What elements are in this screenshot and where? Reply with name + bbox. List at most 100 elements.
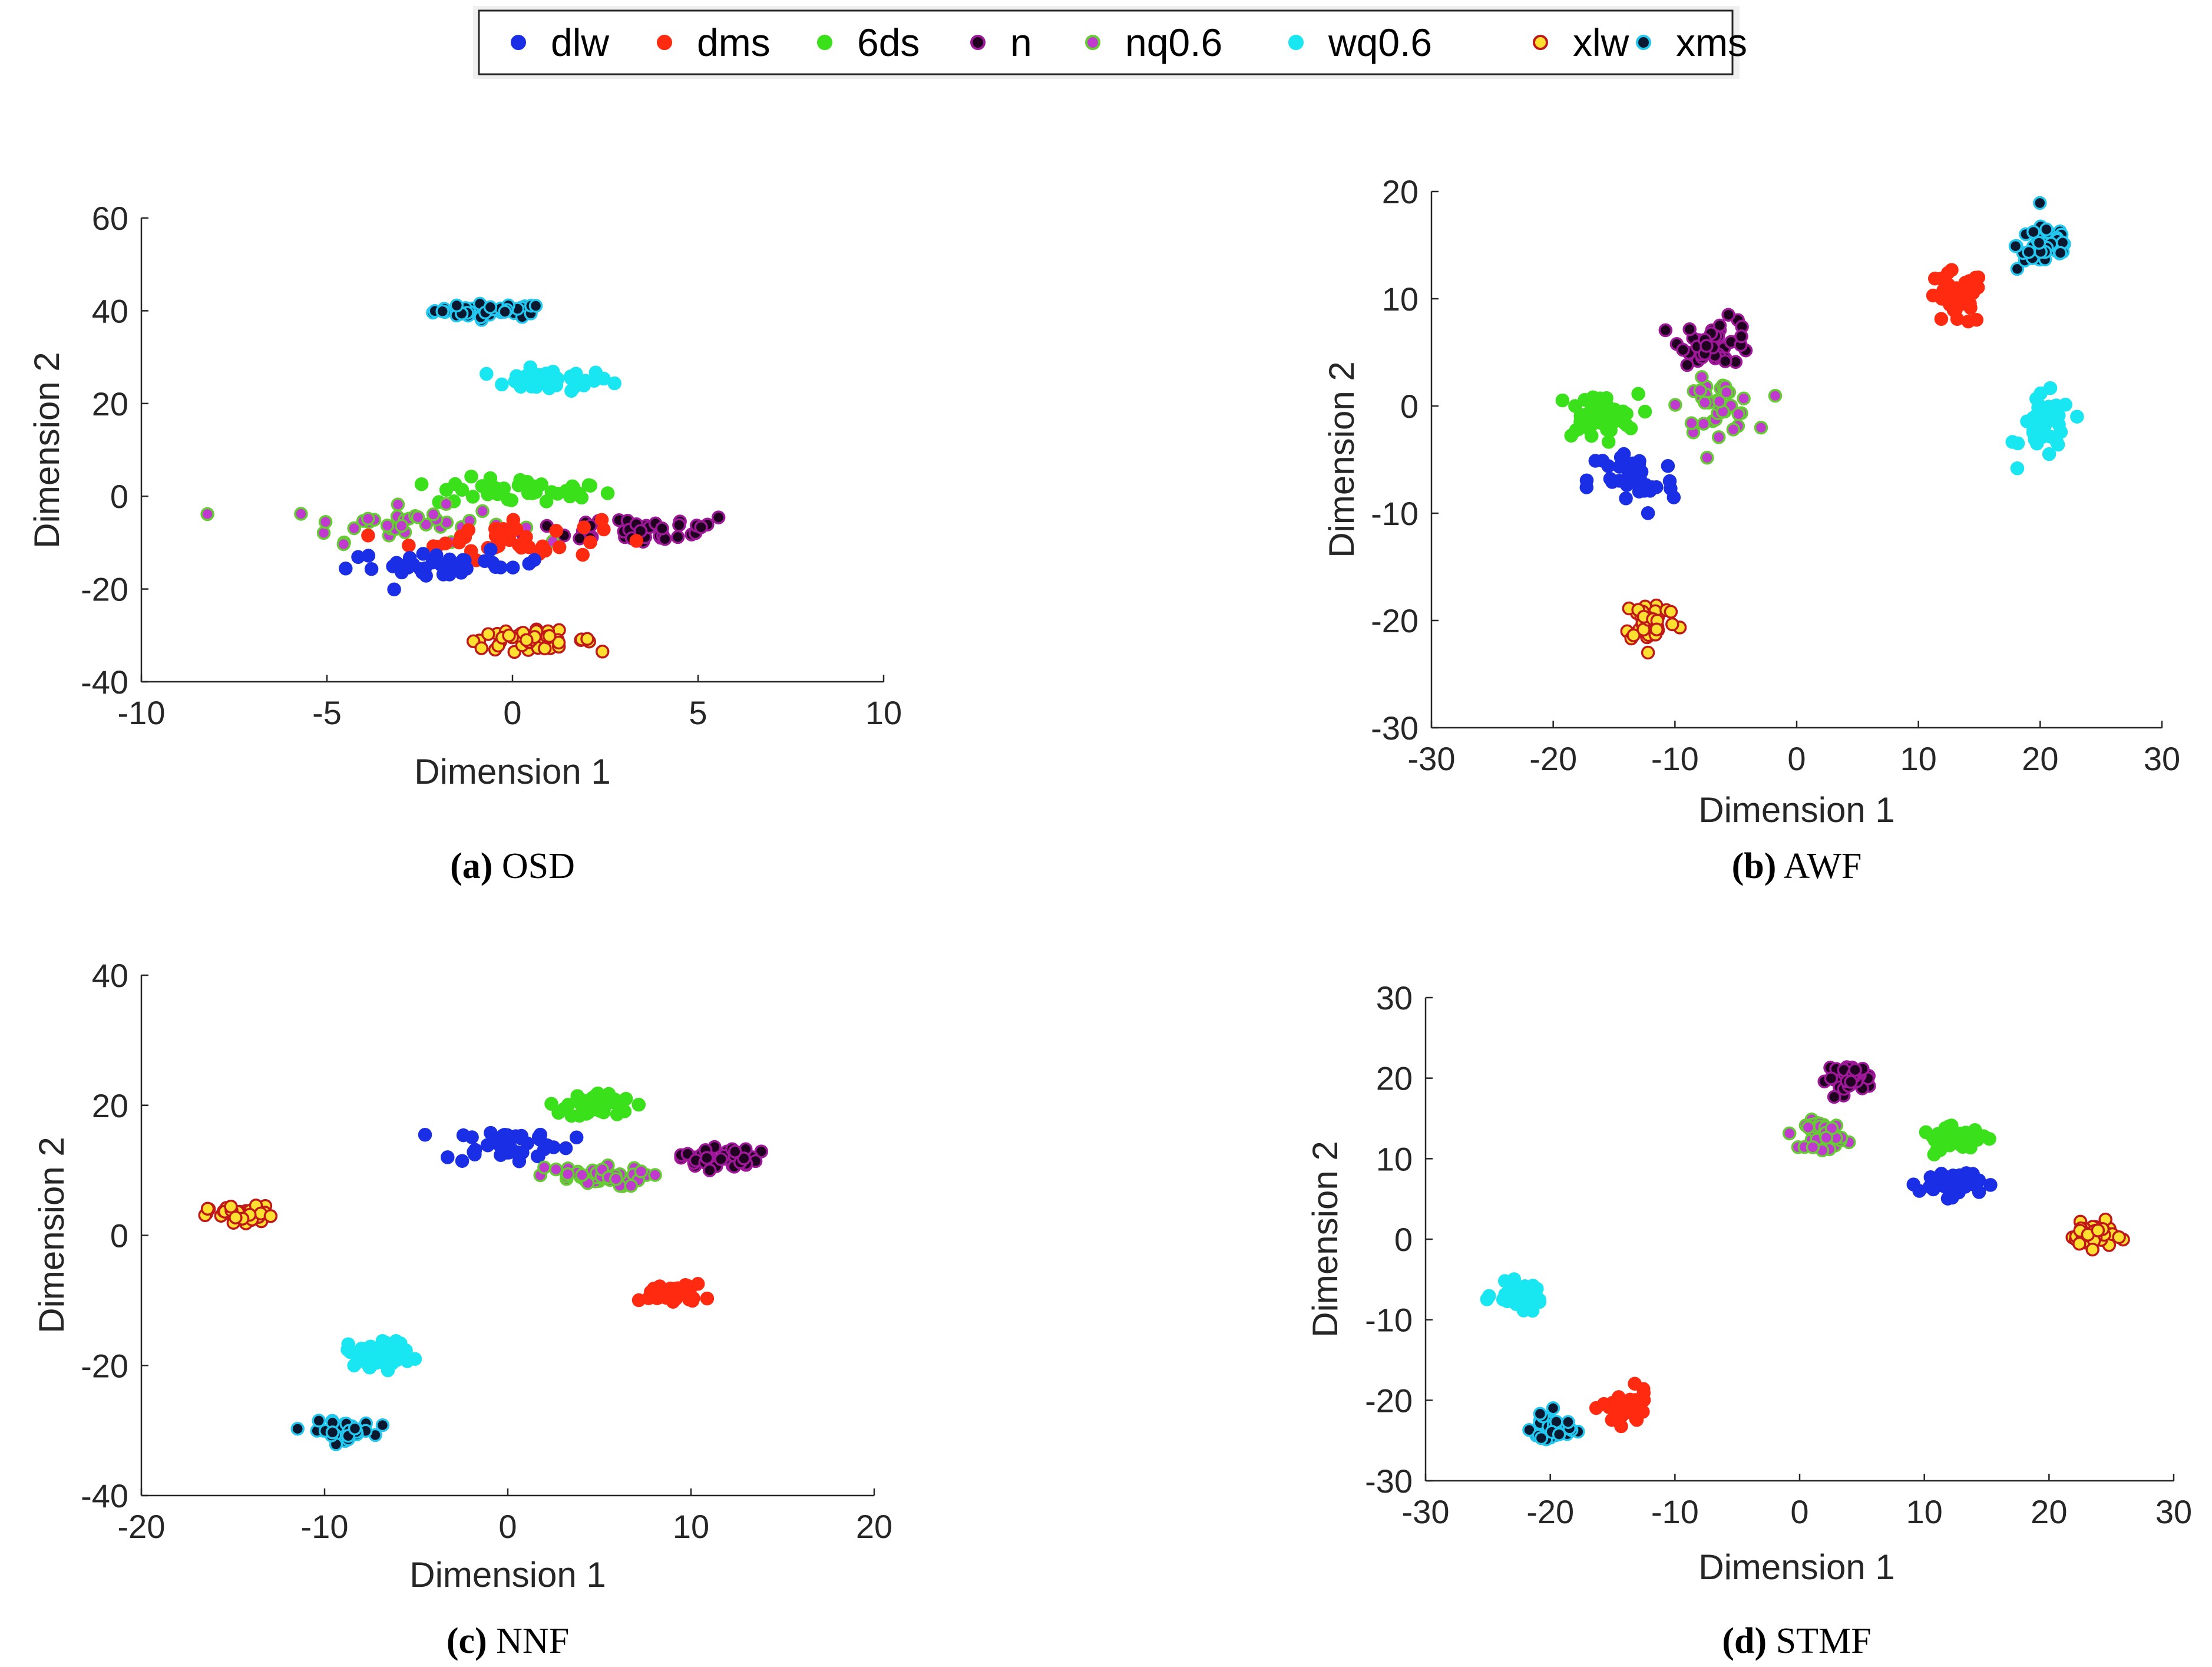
awf-x-ticks: -30 -20 -10 0 10 20 30: [1408, 721, 2180, 777]
osd-point-n: [711, 510, 726, 524]
nnf-point-n: [728, 1144, 742, 1159]
osd-point-wq0.6: [529, 379, 544, 394]
nnf-y-tick-label: 0: [110, 1217, 128, 1255]
stmf-point-6ds: [1930, 1143, 1944, 1157]
osd-point-wq0.6: [480, 367, 494, 381]
nnf-point-xms: [375, 1418, 390, 1432]
awf-x-tick-label: -30: [1408, 740, 1456, 777]
awf-y-tick-label: -30: [1371, 709, 1419, 747]
stmf-y-axis-label: Dimension 2: [1305, 1141, 1345, 1338]
osd-point-xlw: [481, 627, 495, 641]
osd-point-nq0.6: [316, 526, 331, 540]
nnf-point-6ds: [608, 1092, 623, 1107]
stmf-x-tick-label: 30: [2155, 1493, 2192, 1530]
nnf-point-dms: [647, 1282, 661, 1296]
osd-point-nq0.6: [411, 510, 425, 524]
awf-point-n: [1658, 323, 1673, 338]
nnf-point-6ds: [551, 1105, 566, 1120]
awf-y-tick-label: -10: [1371, 495, 1419, 532]
osd-point-dms: [576, 547, 590, 562]
nnf-point-n: [702, 1163, 717, 1177]
legend-label-xlw: xlw: [1573, 21, 1629, 64]
stmf-point-dlw: [1937, 1177, 1952, 1191]
osd-point-nq0.6: [347, 521, 361, 536]
stmf-y-ticks: -30 -20 -10 0 10 20 30: [1365, 979, 1433, 1500]
awf-point-wq0.6: [2052, 417, 2066, 432]
osd-point-dlw: [484, 543, 498, 557]
osd-point-xlw: [551, 635, 566, 650]
awf-point-dlw: [1662, 474, 1677, 488]
legend-frame: [478, 9, 1734, 75]
osd-point-dms: [361, 529, 375, 543]
stmf-point-xms: [1552, 1427, 1566, 1441]
legend: dlw dms 6ds n nq0.6 wq0.6 xlw xms: [473, 6, 1747, 79]
awf-point-nq0.6: [1726, 422, 1741, 437]
nnf-point-dlw: [537, 1142, 551, 1157]
stmf-point-dms: [1616, 1395, 1631, 1409]
nnf-point-wq0.6: [388, 1339, 402, 1354]
stmf-point-dlw: [1983, 1178, 1998, 1192]
awf-y-tick-label: 0: [1400, 388, 1419, 425]
nnf-x-ticks: -20 -10 0 10 20: [118, 1488, 892, 1545]
nnf-point-wq0.6: [340, 1342, 355, 1357]
osd-x-ticks: -10 -5 0 5 10: [118, 675, 902, 731]
legend-marker-dlw: [511, 35, 526, 50]
legend-marker-wq0.6: [1288, 35, 1304, 50]
osd-point-nq0.6: [439, 497, 454, 511]
nnf-y-tick-label: -40: [81, 1477, 128, 1514]
osd-x-tick-label: 0: [503, 694, 521, 731]
awf-point-dlw: [1643, 484, 1657, 498]
osd-point-nq0.6: [294, 507, 308, 521]
osd-point-xms: [435, 304, 449, 319]
osd-y-tick-label: 60: [92, 200, 128, 237]
stmf-point-xlw: [2112, 1230, 2126, 1245]
awf-y-tick-label: 20: [1382, 173, 1419, 210]
osd-point-dms: [594, 513, 609, 527]
osd-point-dms: [583, 535, 597, 550]
nnf-point-6ds: [610, 1107, 624, 1121]
nnf-point-xlw: [263, 1209, 278, 1223]
stmf-point-6ds: [1970, 1133, 1985, 1147]
nnf-x-tick-label: 0: [498, 1508, 517, 1545]
nnf-point-6ds: [594, 1102, 609, 1117]
stmf-x-axis-label: Dimension 1: [1698, 1547, 1895, 1587]
osd-y-tick-label: -40: [81, 664, 128, 701]
nnf-point-wq0.6: [363, 1346, 378, 1361]
stmf-point-nq0.6: [1782, 1126, 1797, 1141]
osd-point-dlw: [434, 557, 448, 572]
legend-label-n: n: [1010, 21, 1032, 64]
osd-point-dms: [488, 521, 502, 536]
awf-point-n: [1734, 329, 1748, 344]
awf-point-xms: [2033, 196, 2047, 210]
awf-point-nq0.6: [1693, 383, 1707, 398]
stmf-y-tick-label: 0: [1394, 1221, 1413, 1258]
osd-point-dlw: [351, 550, 365, 565]
stmf-y-tick-label: -20: [1365, 1382, 1413, 1419]
stmf-caption: (d) STMF: [1722, 1621, 1871, 1661]
stmf-point-wq0.6: [1497, 1274, 1512, 1288]
nnf-point-nq0.6: [648, 1168, 662, 1182]
stmf-point-6ds: [1982, 1131, 1996, 1146]
nnf-x-axis-label: Dimension 1: [409, 1555, 606, 1595]
stmf-point-dms: [1615, 1408, 1629, 1423]
awf-point-wq0.6: [2042, 447, 2056, 461]
awf-x-tick-label: -10: [1651, 740, 1699, 777]
osd-y-axis-label: Dimension 2: [27, 352, 67, 549]
osd-point-nq0.6: [394, 519, 409, 533]
osd-point-dms: [511, 538, 526, 552]
awf-point-nq0.6: [1712, 394, 1727, 408]
legend-label-dms: dms: [697, 21, 771, 64]
awf-point-dms: [1940, 266, 1955, 280]
awf-point-6ds: [1569, 423, 1583, 437]
osd-point-xms: [498, 305, 512, 319]
stmf-point-xlw: [2072, 1236, 2087, 1251]
stmf-point-wq0.6: [1480, 1292, 1494, 1306]
awf-point-6ds: [1631, 387, 1645, 401]
osd-point-xms: [483, 300, 498, 315]
awf-y-tick-label: -20: [1371, 602, 1419, 639]
awf-point-nq0.6: [1720, 385, 1734, 400]
nnf-point-xlw: [229, 1210, 243, 1224]
osd-caption-letter: (a): [450, 846, 492, 886]
osd-point-dlw: [339, 562, 353, 576]
